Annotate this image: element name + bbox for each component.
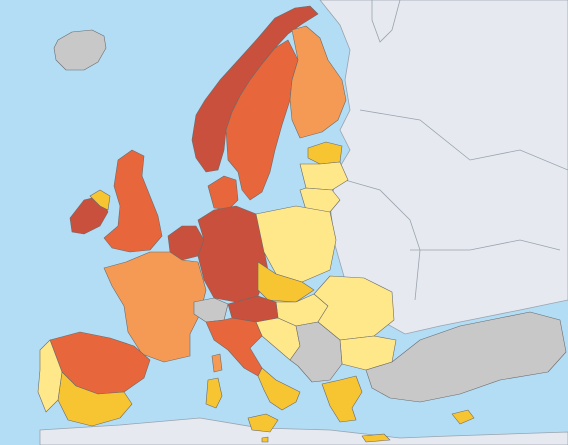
region-denmark xyxy=(207,175,239,211)
region-sardinia xyxy=(205,377,223,409)
country-border xyxy=(359,109,568,171)
non-eu-land-east xyxy=(319,0,568,335)
region-portugal xyxy=(37,339,63,413)
region-czechia-slovakia xyxy=(257,261,315,303)
region-northern-ireland xyxy=(89,189,111,211)
region-iceland xyxy=(53,29,107,71)
region-spain-south xyxy=(57,371,133,427)
region-greece xyxy=(321,375,363,423)
region-crete xyxy=(361,433,391,443)
country-border xyxy=(344,179,421,301)
region-romania xyxy=(313,275,395,341)
region-ireland xyxy=(69,195,109,235)
region-finland xyxy=(289,25,347,139)
region-poland xyxy=(255,205,337,283)
region-italy-north xyxy=(205,317,263,377)
region-balkans xyxy=(289,321,343,383)
region-france xyxy=(103,251,207,363)
region-turkey xyxy=(365,311,567,403)
region-sicily xyxy=(247,413,279,433)
greenland-coast xyxy=(371,0,401,43)
region-corsica xyxy=(211,353,223,373)
non-eu-land-africa xyxy=(39,417,568,445)
region-cyprus xyxy=(451,409,475,425)
region-italy-south xyxy=(257,367,301,411)
region-uk xyxy=(103,149,163,253)
region-malta xyxy=(261,436,269,443)
country-border xyxy=(410,239,561,251)
